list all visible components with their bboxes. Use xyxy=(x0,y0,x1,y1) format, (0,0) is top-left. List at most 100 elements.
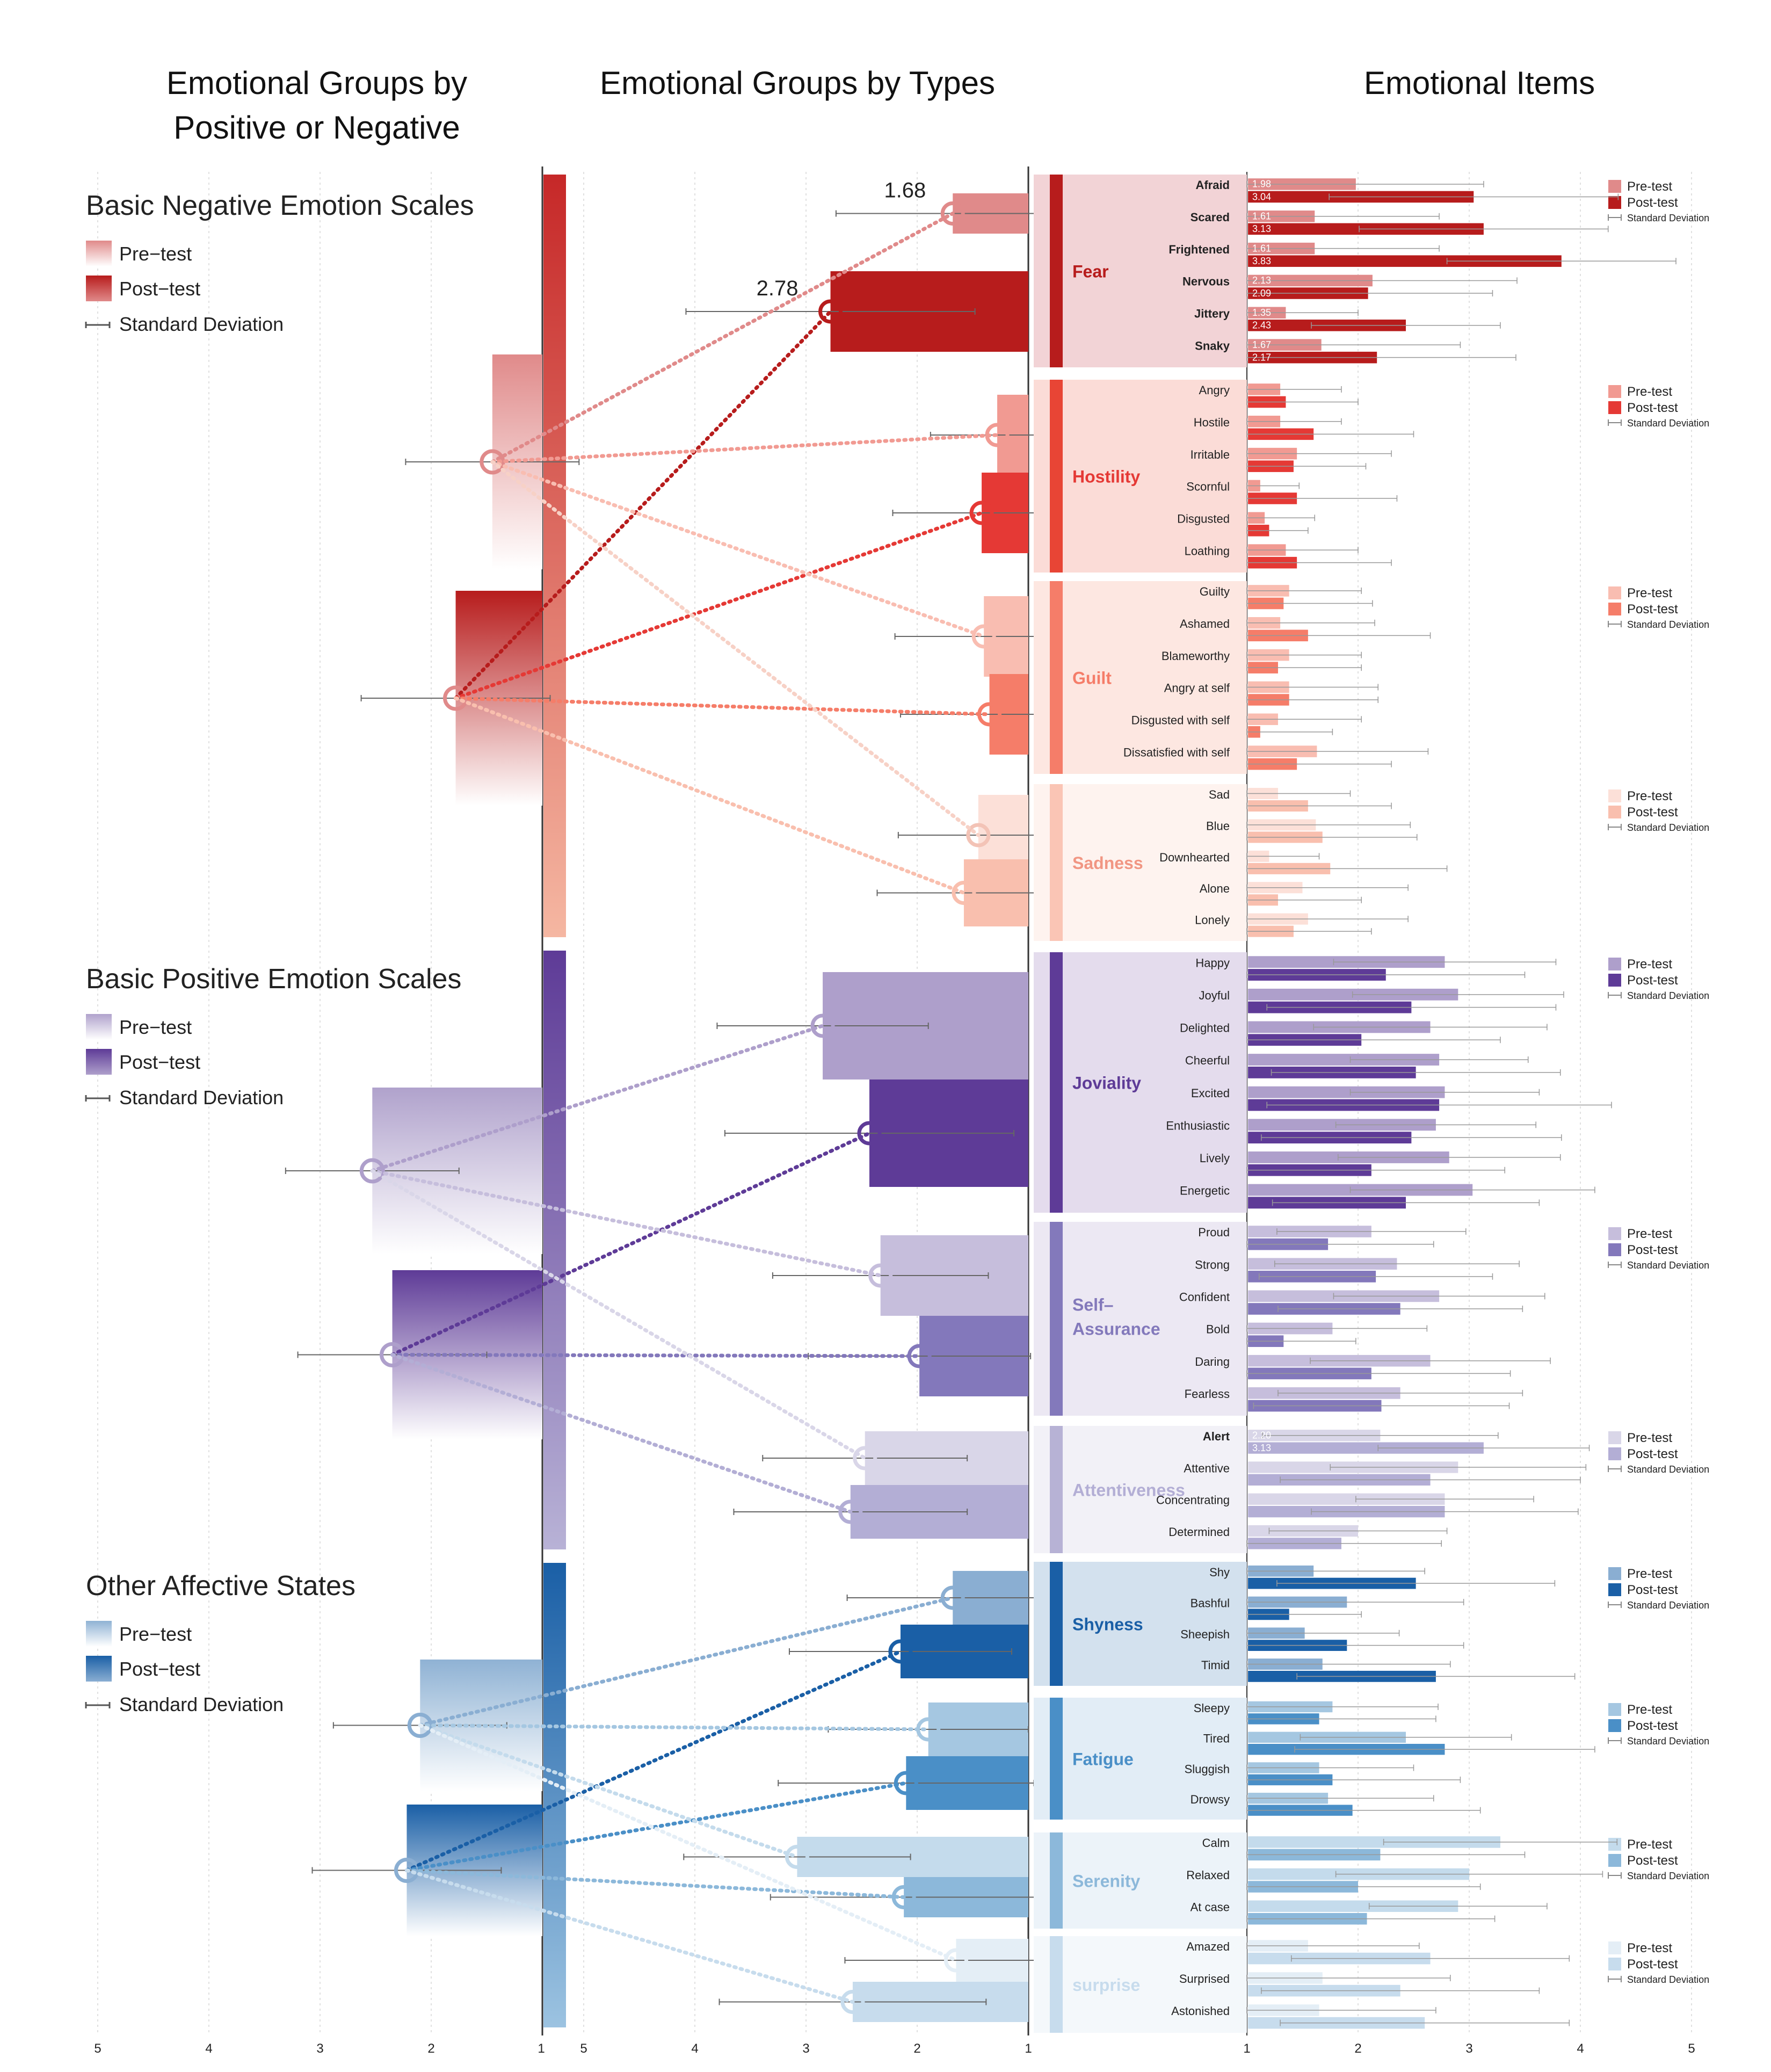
item-post-value: 3.83 xyxy=(1252,256,1271,266)
left-tick-label: 2 xyxy=(427,2041,434,2056)
legend-pre-label: Pre−test xyxy=(119,1623,192,1645)
item-label: Timid xyxy=(1201,1658,1230,1672)
item-label: Lonely xyxy=(1195,914,1230,927)
item-legend-pre-swatch xyxy=(1608,385,1621,398)
type-label: Fatigue xyxy=(1072,1750,1134,1769)
item-label: Confident xyxy=(1179,1291,1230,1304)
item-post-value: 2.43 xyxy=(1252,320,1271,331)
item-legend-post-swatch xyxy=(1608,1583,1621,1596)
item-label: Attentive xyxy=(1184,1461,1230,1475)
type-pre-marker xyxy=(868,1263,893,1288)
item-legend-sd-label: Standard Deviation xyxy=(1627,418,1709,429)
type-edge xyxy=(1034,1562,1050,1686)
item-label: Enthusiastic xyxy=(1166,1119,1230,1132)
legend-pre-swatch xyxy=(86,1621,112,1647)
item-label: Strong xyxy=(1195,1258,1230,1271)
connector-lines xyxy=(359,201,1010,2014)
item-legend-post-swatch xyxy=(1608,401,1621,414)
type-band xyxy=(1050,1832,1063,1929)
group-post-marker xyxy=(380,1342,405,1367)
item-label: Loathing xyxy=(1185,544,1230,557)
right-tick-label: 1 xyxy=(1243,2041,1250,2056)
type-label: Shyness xyxy=(1072,1615,1143,1634)
left-tick-label: 3 xyxy=(316,2041,323,2056)
item-legend-sd-label: Standard Deviation xyxy=(1627,213,1709,223)
item-label: Sad xyxy=(1209,788,1230,801)
type-post-marker xyxy=(888,1639,913,1664)
type-pre-marker xyxy=(940,201,965,226)
right-tick-label: 5 xyxy=(1688,2041,1695,2056)
type-post-marker xyxy=(818,299,843,324)
item-legend-pre-label: Pre-test xyxy=(1627,957,1672,972)
right-tick-label: 3 xyxy=(1465,2041,1472,2056)
type-label: Sadness xyxy=(1072,853,1143,873)
item-legend-pre-label: Pre-test xyxy=(1627,586,1672,600)
left-title-line1: Emotional Groups by xyxy=(166,65,467,101)
item-label: Angry xyxy=(1199,383,1230,397)
item-label: Nervous xyxy=(1182,275,1230,288)
middle-tick-label: 1 xyxy=(1025,2041,1032,2056)
legend-pre-label: Pre−test xyxy=(119,243,192,265)
section-title: Basic Positive Emotion Scales xyxy=(86,963,461,995)
item-legend-post-swatch xyxy=(1608,1447,1621,1460)
item-label: Energetic xyxy=(1180,1184,1230,1198)
type-pre-marker xyxy=(853,1446,877,1470)
type-label: Serenity xyxy=(1072,1872,1140,1891)
type-pre-marker xyxy=(940,1585,965,1610)
item-label: Angry at self xyxy=(1164,682,1230,695)
middle-tick-label: 2 xyxy=(913,2041,920,2056)
item-label: Hostile xyxy=(1194,416,1230,429)
item-legend-sd-label: Standard Deviation xyxy=(1627,1736,1709,1747)
type-post-marker xyxy=(857,1121,882,1146)
item-legend-post-swatch xyxy=(1608,603,1621,615)
right-title: Emotional Items xyxy=(1364,65,1595,101)
item-legend-post-label: Post-test xyxy=(1627,195,1678,210)
item-legend-post-label: Post-test xyxy=(1627,602,1678,617)
middle-title: Emotional Groups by Types xyxy=(600,65,995,101)
item-pre-value: 1.35 xyxy=(1252,307,1271,318)
item-post-value: 2.09 xyxy=(1252,288,1271,299)
item-legend-pre-swatch xyxy=(1608,958,1621,970)
item-legend-post-label: Post-test xyxy=(1627,1243,1678,1257)
right-tick-label: 4 xyxy=(1577,2041,1584,2056)
item-legend-pre-swatch xyxy=(1608,1941,1621,1954)
type-label: Guilt xyxy=(1072,669,1112,688)
item-label: Alone xyxy=(1200,882,1230,895)
group-post-marker xyxy=(394,1858,419,1883)
item-post-value: 3.13 xyxy=(1252,1443,1271,1453)
connector-pre xyxy=(370,1169,883,1278)
item-label: Disgusted with self xyxy=(1131,714,1230,727)
item-legend-sd-label: Standard Deviation xyxy=(1627,1464,1709,1475)
connector-pre xyxy=(370,1169,867,1460)
type-background xyxy=(1063,952,1247,1213)
right-tick-label: 2 xyxy=(1354,2041,1361,2056)
type-band xyxy=(1050,380,1063,573)
type-background xyxy=(1063,1562,1247,1686)
connector-pre xyxy=(490,212,955,464)
item-legend-pre-swatch xyxy=(1608,1431,1621,1444)
item-label: Snaky xyxy=(1195,339,1230,352)
connector-pre xyxy=(490,460,981,837)
left-tick-label: 5 xyxy=(94,2041,101,2056)
section-title: Basic Negative Emotion Scales xyxy=(86,190,474,221)
connector-pre xyxy=(370,1024,825,1173)
group-pre-marker xyxy=(480,449,505,475)
type-post-marker xyxy=(838,1499,863,1524)
item-legend-pre-label: Pre-test xyxy=(1627,1431,1672,1445)
connector-post xyxy=(454,511,984,700)
group-band xyxy=(543,1563,566,2027)
legend-post-swatch xyxy=(86,276,112,301)
item-legend-post-swatch xyxy=(1608,1854,1621,1867)
connector-pre xyxy=(418,1723,958,1962)
legend-post-swatch xyxy=(86,1049,112,1075)
legend-sd-label: Standard Deviation xyxy=(119,1693,284,1715)
item-legend-post-label: Post-test xyxy=(1627,1583,1678,1597)
left-panel xyxy=(285,175,580,2027)
item-legend-pre-label: Pre-test xyxy=(1627,179,1672,194)
type-label: Self– xyxy=(1072,1295,1113,1315)
item-post-bar xyxy=(1248,1442,1484,1454)
connector-post xyxy=(454,696,966,895)
type-label: Hostility xyxy=(1072,467,1140,487)
item-label: Amazed xyxy=(1186,1940,1230,1953)
type-edge xyxy=(1034,952,1050,1213)
